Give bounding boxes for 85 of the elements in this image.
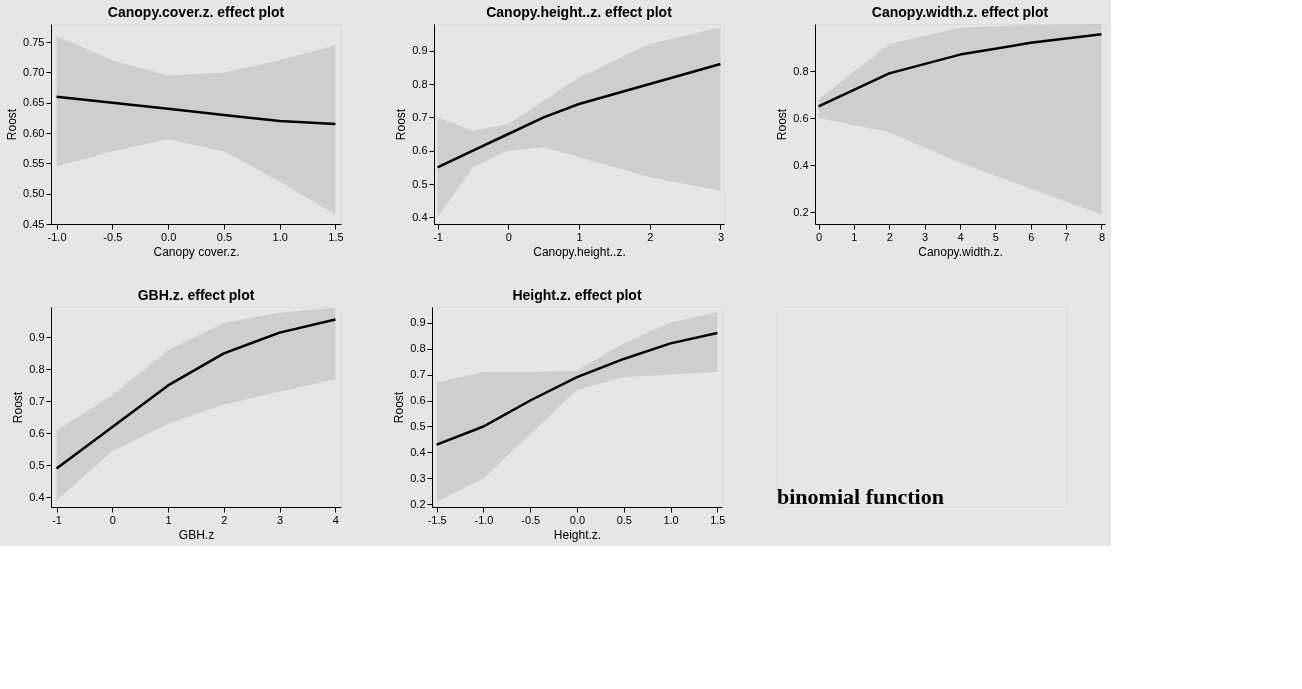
x-tick-label: 3 [922, 230, 929, 243]
y-tick-label: 0.4 [412, 210, 428, 223]
line-series [436, 62, 722, 169]
x-tick-label: 1.5 [328, 230, 344, 243]
x-tick-label: -1.5 [427, 513, 447, 526]
x-tick-label: 0 [505, 230, 512, 243]
x-axis-title: Canopy cover.z. [153, 244, 240, 259]
y-tick-label: 0.50 [23, 187, 45, 200]
text: binomial function [777, 484, 944, 509]
x-tick-label: -1 [433, 230, 443, 243]
x-tick-label: 0 [815, 230, 823, 243]
x-axis-title: GBH.z [178, 527, 215, 542]
chart-title: Height.z. effect plot [512, 287, 642, 303]
x-tick-label: 6 [1028, 230, 1035, 243]
x-tick-label: 1 [851, 230, 858, 243]
x-tick-label: 0.5 [616, 513, 632, 526]
y-tick-label: 0.4 [29, 490, 45, 503]
x-tick-label: 1.5 [710, 513, 726, 526]
y-tick-label: 0.6 [410, 394, 426, 407]
y-tick-label: 0.3 [410, 471, 426, 484]
y-tick-label: 0.45 [23, 217, 45, 230]
y-axis-title: Roost [394, 108, 409, 141]
x-tick-label: -1.0 [474, 513, 494, 526]
y-tick-label: 0.7 [412, 110, 428, 123]
x-tick-label: -0.5 [103, 230, 123, 243]
y-axis-title: Roost [11, 391, 26, 424]
y-tick-label: 0.6 [793, 111, 809, 124]
x-tick-label: 3 [717, 230, 725, 243]
x-tick-label: 2 [647, 230, 654, 243]
chart-title: Canopy.height..z. effect plot [486, 4, 673, 20]
y-tick-label: 0.9 [410, 316, 426, 329]
x-tick-label: 0.0 [160, 230, 177, 243]
y-tick-label: 0.5 [412, 177, 428, 190]
y-tick-label: 0.8 [412, 77, 428, 90]
y-tick-label: 0.8 [410, 342, 426, 355]
line-series [435, 331, 719, 446]
y-tick-label: 0.5 [410, 419, 426, 432]
y-tick-label: 0.8 [793, 64, 809, 77]
y-tick-label: 0.8 [29, 362, 45, 375]
x-tick-label: 2 [221, 513, 228, 526]
x-tick-label: -1.0 [47, 230, 67, 243]
y-axis-title: Roost [5, 108, 20, 141]
x-axis-title: Canopy.width.z. [918, 244, 1003, 259]
y-tick-label: 0.5 [29, 458, 45, 471]
y-tick-label: 0.2 [410, 497, 426, 510]
y-tick-label: 0.75 [23, 35, 45, 48]
x-tick-label: 1.0 [663, 513, 679, 526]
x-tick-label: 8 [1098, 230, 1106, 243]
y-tick-label: 0.9 [29, 330, 45, 343]
x-tick-label: 2 [886, 230, 893, 243]
x-tick-label: 3 [277, 513, 284, 526]
y-tick-label: 0.60 [23, 126, 45, 139]
x-tick-label: 0.5 [216, 230, 233, 243]
y-tick-label: 0.2 [793, 205, 809, 218]
x-tick-label: 1.0 [272, 230, 288, 243]
y-tick-label: 0.4 [793, 158, 809, 171]
x-tick-label: 0 [109, 513, 116, 526]
chart-title: Canopy.cover.z. effect plot [107, 4, 285, 20]
y-tick-label: 0.7 [29, 394, 45, 407]
y-tick-label: 0.65 [23, 96, 45, 109]
chart-title: GBH.z. effect plot [137, 287, 255, 303]
x-axis-title: Height.z. [553, 527, 602, 542]
y-tick-label: 0.4 [410, 445, 426, 458]
line-series [55, 318, 337, 470]
x-tick-label: 1 [576, 230, 583, 243]
chart-title: Canopy.width.z. effect plot [871, 4, 1049, 20]
x-tick-label: 4 [957, 230, 964, 243]
x-axis-title: Canopy.height..z. [533, 244, 626, 259]
y-axis-title: Roost [392, 391, 407, 424]
y-tick-label: 0.70 [23, 65, 45, 78]
x-tick-label: 7 [1063, 230, 1070, 243]
x-tick-label: 1 [165, 513, 172, 526]
x-tick-label: 4 [332, 513, 339, 526]
y-tick-label: 0.6 [412, 144, 428, 157]
x-tick-label: 0.0 [569, 513, 586, 526]
line-series [55, 95, 337, 126]
y-tick-label: 0.6 [29, 426, 45, 439]
line-series [817, 33, 1103, 108]
y-axis-title: Roost [775, 108, 790, 141]
y-tick-label: 0.7 [410, 368, 426, 381]
x-tick-label: 5 [992, 230, 999, 243]
y-tick-label: 0.9 [412, 44, 428, 57]
x-tick-label: -0.5 [521, 513, 541, 526]
x-tick-label: -1 [52, 513, 62, 526]
y-tick-label: 0.55 [23, 156, 45, 169]
